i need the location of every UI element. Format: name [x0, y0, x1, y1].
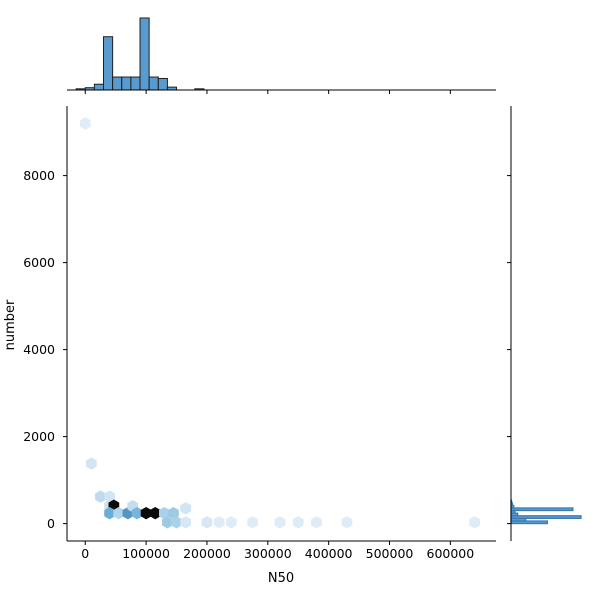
hexbin-24: [292, 516, 304, 529]
y-tick-label-2: 4000: [23, 342, 55, 357]
y-tick-label-1: 2000: [23, 429, 55, 444]
hexbin-7: [113, 506, 125, 520]
x-hist-bar-2: [93, 83, 105, 91]
y-hist-bar-2: [510, 515, 582, 519]
x-hist-bar-6: [130, 76, 141, 91]
hexbin-21: [225, 516, 237, 529]
hexbin-11: [140, 506, 152, 520]
y-tick-label-0: 0: [47, 516, 55, 531]
y-axis-label: number: [3, 299, 18, 350]
x-hist-bar-8: [148, 76, 159, 91]
x-tick-label-4: 400000: [305, 546, 353, 561]
marginal-y-histogram: [510, 106, 582, 541]
hexbin-15: [162, 516, 173, 529]
x-hist-bar-4: [112, 76, 123, 91]
x-tick-label-0: 0: [81, 546, 89, 561]
axis-ticks: 0 100000 200000 300000 400000 500000 600000 0 20…: [23, 90, 511, 561]
x-axis-label: N50: [268, 571, 294, 586]
hexbin-2: [95, 490, 106, 503]
hexbin-16: [171, 516, 182, 529]
x-hist-bar-7: [139, 17, 150, 91]
hexbin-19: [201, 516, 213, 529]
x-hist-bar-5: [121, 76, 132, 91]
hexbin-6: [104, 506, 115, 520]
x-hist-bar-9: [157, 77, 168, 91]
hexbin-25: [311, 516, 322, 529]
hexbin-0: [79, 117, 91, 130]
y-tick-label-3: 6000: [23, 255, 55, 270]
x-hist-bar-3: [103, 36, 114, 91]
x-tick-label-6: 600000: [427, 546, 475, 561]
marginal-x-histogram: [67, 17, 496, 91]
x-tick-label-3: 300000: [244, 546, 292, 561]
x-tick-label-2: 200000: [183, 546, 231, 561]
hexbin-18: [180, 516, 192, 529]
hexbin-23: [274, 516, 286, 529]
hexbin-20: [213, 516, 225, 529]
hexbin-27: [469, 516, 481, 529]
hexbin-plot-area: [79, 117, 481, 529]
hexbin-10: [131, 506, 143, 520]
y-hist-bar-5: [510, 507, 574, 512]
hexbin-3: [104, 490, 115, 503]
y-tick-label-4: 8000: [23, 168, 55, 183]
hexbin-13: [158, 506, 170, 520]
hexbin-17: [180, 502, 192, 515]
axis-spines: [66, 106, 496, 542]
x-tick-label-1: 100000: [122, 546, 170, 561]
hexbin-22: [247, 516, 258, 529]
hexbin-1: [85, 457, 97, 470]
x-tick-label-5: 500000: [366, 546, 414, 561]
hexbin-12: [149, 506, 161, 520]
hexbin-14: [168, 506, 179, 520]
hexbin-26: [341, 516, 353, 529]
